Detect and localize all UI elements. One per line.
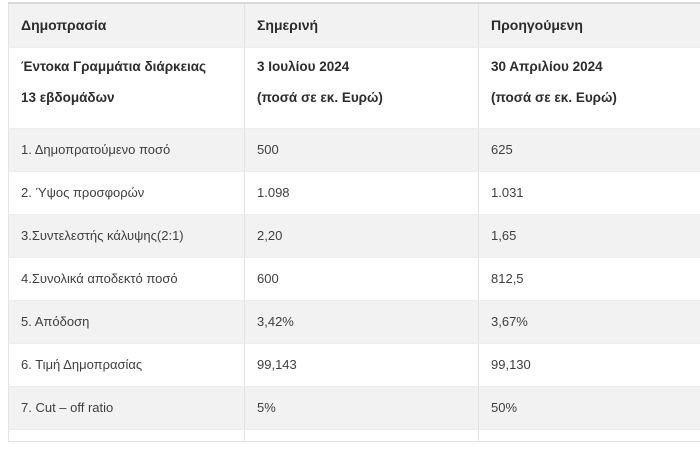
table-row-auctioned-amount: 1. Δημοπρατούμενο ποσό 500 625 <box>8 128 700 173</box>
previous-amount-unit-note: (ποσά σε εκ. Ευρώ) <box>491 90 617 106</box>
table-header-row: Δημοπρασία Σημερινή Προηγούμενη <box>8 3 700 48</box>
table-footer-spacer-row <box>8 429 700 442</box>
previous-value: 1.031 <box>478 171 700 216</box>
current-value: 600 <box>244 257 479 302</box>
header-cell-auction: Δημοπρασία <box>8 3 245 48</box>
table-row-auction-price: 6. Τιμή Δημοπρασίας 99,143 99,130 <box>8 343 700 388</box>
table-row-cut-off-ratio: 7. Cut – off ratio 5% 50% <box>8 386 700 431</box>
previous-auction-date: 30 Απριλίου 2024 <box>491 58 603 74</box>
row-label: 6. Τιμή Δημοπρασίας <box>8 343 245 388</box>
row-label: 7. Cut – off ratio <box>8 386 245 431</box>
row-label: 3.Συντελεστής κάλυψης(2:1) <box>8 214 245 259</box>
table-row-yield: 5. Απόδοση 3,42% 3,67% <box>8 300 700 345</box>
current-value: 1.098 <box>244 171 479 216</box>
row-label: 4.Συνολικά αποδεκτό ποσό <box>8 257 245 302</box>
previous-value: 99,130 <box>478 343 700 388</box>
row-label: 5. Απόδοση <box>8 300 245 345</box>
instrument-name-line1: Έντοκα Γραμμάτια διάρκειας <box>21 58 207 74</box>
previous-value: 3,67% <box>478 300 700 345</box>
footer-spacer-cell <box>244 429 479 442</box>
current-value: 3,42% <box>244 300 479 345</box>
current-value: 99,143 <box>244 343 479 388</box>
previous-value: 812,5 <box>478 257 700 302</box>
subheader-cell-instrument: Έντοκα Γραμμάτια διάρκειας 13 εβδομάδων <box>8 47 245 130</box>
auction-results-table: Δημοπρασία Σημερινή Προηγούμενη Έντοκα Γ… <box>8 2 700 443</box>
table-row-total-accepted-amount: 4.Συνολικά αποδεκτό ποσό 600 812,5 <box>8 257 700 302</box>
current-value: 5% <box>244 386 479 431</box>
table-row-total-bids: 2. Ύψος προσφορών 1.098 1.031 <box>8 171 700 216</box>
row-label: 2. Ύψος προσφορών <box>8 171 245 216</box>
row-label: 1. Δημοπρατούμενο ποσό <box>8 128 245 173</box>
previous-value: 1,65 <box>478 214 700 259</box>
header-cell-previous: Προηγούμενη <box>478 3 700 48</box>
table-subheader-row: Έντοκα Γραμμάτια διάρκειας 13 εβδομάδων … <box>8 47 700 130</box>
current-auction-date: 3 Ιουλίου 2024 <box>257 58 350 74</box>
current-value: 2,20 <box>244 214 479 259</box>
previous-value: 50% <box>478 386 700 431</box>
subheader-cell-previous-date: 30 Απριλίου 2024 (ποσά σε εκ. Ευρώ) <box>478 47 700 130</box>
previous-value: 625 <box>478 128 700 173</box>
footer-spacer-cell <box>8 429 245 442</box>
instrument-name-line2: 13 εβδομάδων <box>21 90 115 106</box>
table-row-coverage-ratio: 3.Συντελεστής κάλυψης(2:1) 2,20 1,65 <box>8 214 700 259</box>
current-amount-unit-note: (ποσά σε εκ. Ευρώ) <box>257 90 383 106</box>
footer-spacer-cell <box>478 429 700 442</box>
subheader-cell-current-date: 3 Ιουλίου 2024 (ποσά σε εκ. Ευρώ) <box>244 47 479 130</box>
current-value: 500 <box>244 128 479 173</box>
header-cell-current: Σημερινή <box>244 3 479 48</box>
